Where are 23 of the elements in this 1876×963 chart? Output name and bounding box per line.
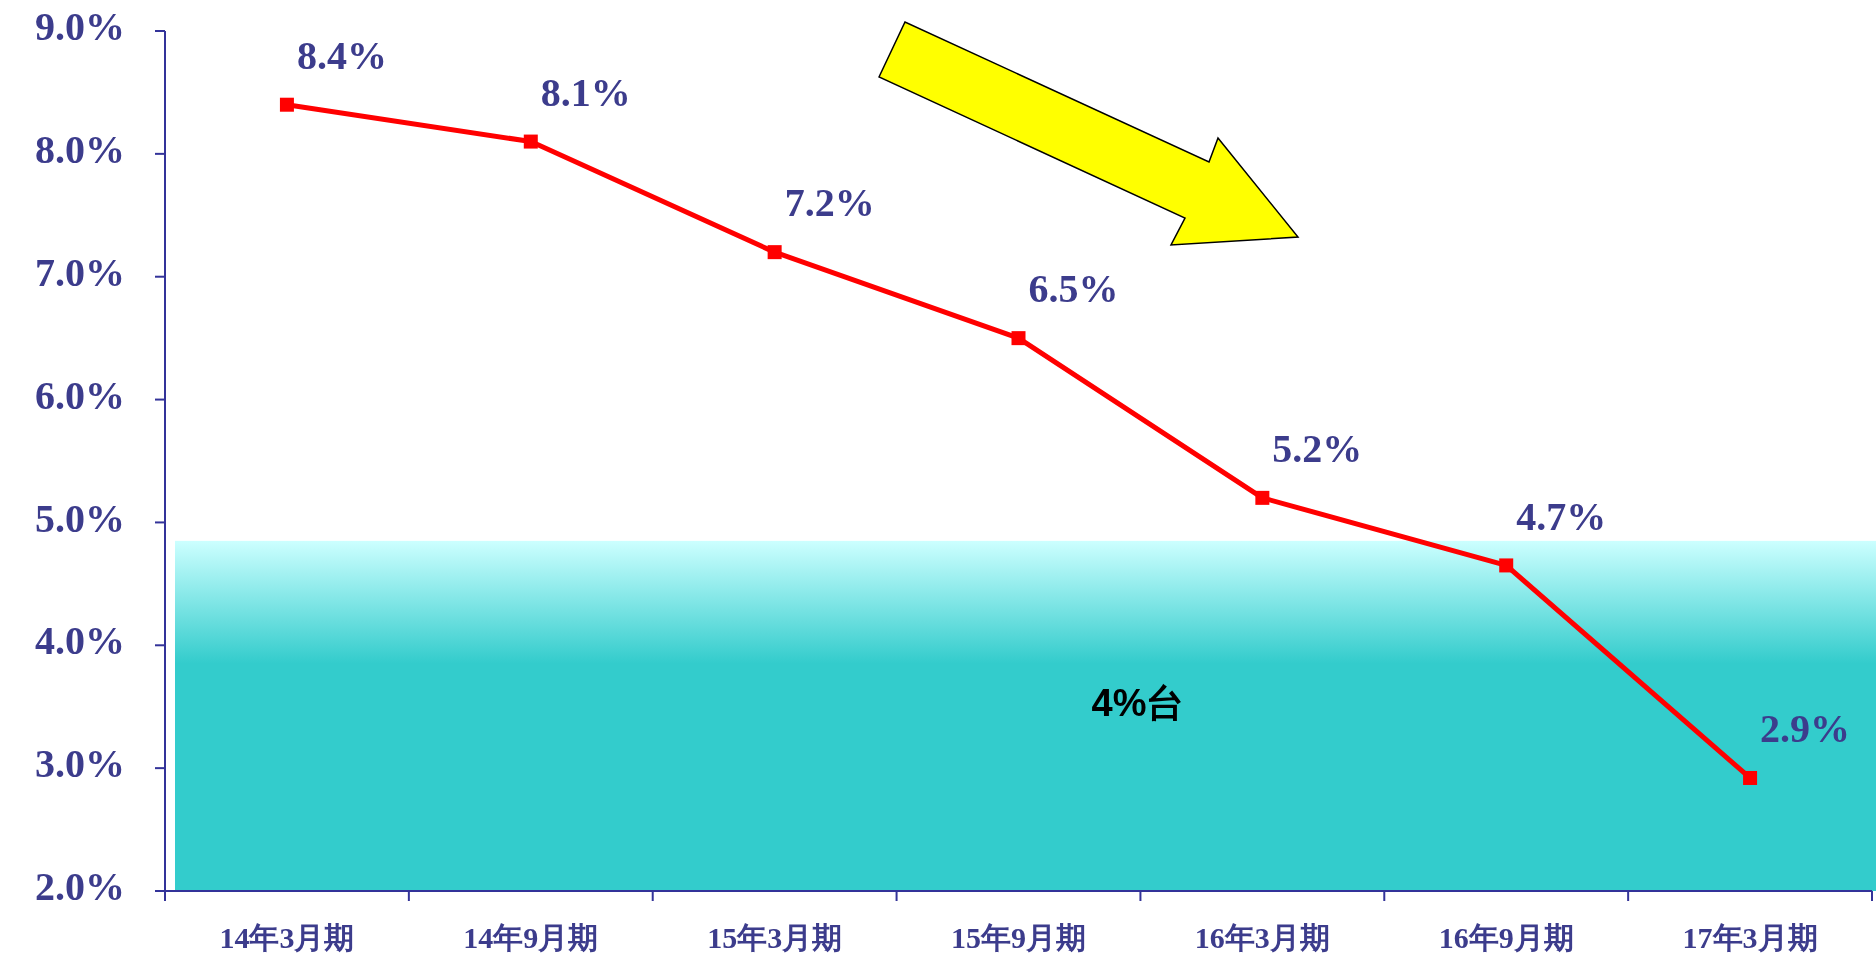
- x-tick-label: 16年3月期: [1194, 920, 1330, 954]
- x-tick-label: 15年9月期: [951, 920, 1086, 954]
- x-tick-label: 15年3月期: [707, 920, 843, 954]
- y-tick-label: 9.0%: [35, 4, 125, 50]
- data-label: 5.2%: [1272, 426, 1363, 472]
- x-tick-label: 16年9月期: [1438, 920, 1574, 954]
- y-tick-label: 4.0%: [35, 618, 125, 664]
- y-tick-label: 8.0%: [35, 127, 125, 173]
- y-tick-label: 3.0%: [35, 741, 125, 787]
- x-tick-label: 14年3月期: [219, 920, 355, 954]
- y-tick-label: 5.0%: [35, 495, 125, 541]
- band-label: 4%台: [1091, 681, 1185, 724]
- y-tick-label: 6.0%: [35, 372, 125, 418]
- data-label: 8.4%: [296, 32, 387, 78]
- y-tick-label: 7.0%: [35, 249, 125, 295]
- y-tick-label: 2.0%: [35, 864, 125, 910]
- x-tick-label: 14年9月期: [463, 920, 599, 954]
- data-label: 6.5%: [1028, 266, 1119, 312]
- data-label: 8.1%: [540, 69, 631, 115]
- data-label: 4.7%: [1516, 493, 1607, 539]
- data-label: 7.2%: [784, 180, 875, 226]
- x-tick-label: 17年3月期: [1682, 920, 1818, 954]
- data-label: 2.9%: [1760, 706, 1851, 752]
